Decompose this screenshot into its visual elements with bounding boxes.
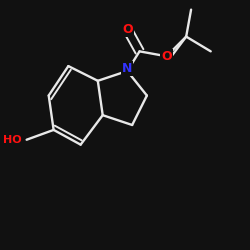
Text: O: O <box>122 23 132 36</box>
Text: N: N <box>122 62 132 75</box>
Text: O: O <box>161 50 172 63</box>
Text: HO: HO <box>3 135 22 145</box>
